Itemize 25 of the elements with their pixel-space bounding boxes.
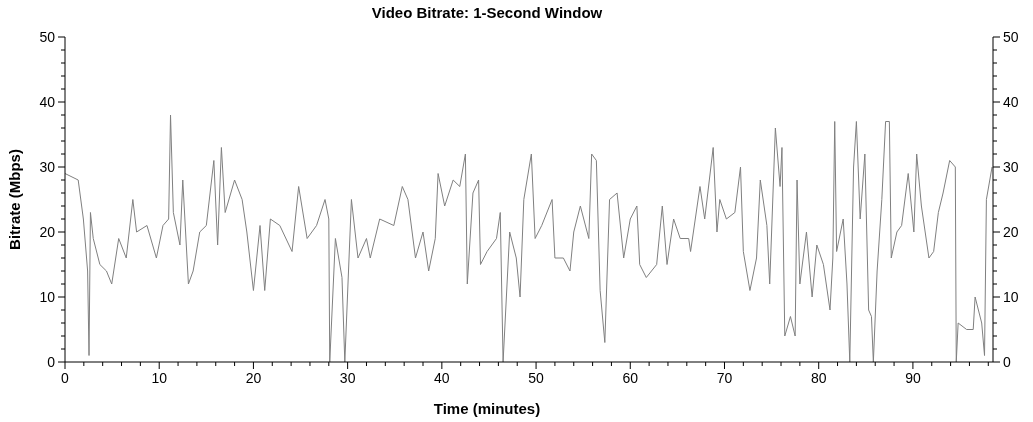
y2-tick-label: 10 xyxy=(1003,288,1019,305)
x-tick-label: 60 xyxy=(622,370,639,386)
x-tick-label: 80 xyxy=(810,370,827,386)
y2-tick-label: 40 xyxy=(1003,93,1019,110)
x-tick-label: 70 xyxy=(716,370,733,386)
x-tick-label: 10 xyxy=(151,370,168,386)
y-tick-label: 20 xyxy=(39,223,56,240)
chart-title: Video Bitrate: 1-Second Window xyxy=(371,4,603,21)
x-tick-label: 90 xyxy=(905,370,921,386)
y-tick-label: 30 xyxy=(39,158,56,175)
x-tick-label: 0 xyxy=(61,370,70,386)
x-tick-label: 40 xyxy=(434,370,450,386)
y2-tick-label: 20 xyxy=(1003,223,1019,240)
x-tick-label: 30 xyxy=(339,370,356,386)
y2-tick-label: 30 xyxy=(1003,158,1019,175)
x-tick-label: 20 xyxy=(245,370,262,386)
y2-tick-label: 0 xyxy=(1003,353,1011,370)
x-tick-label: 50 xyxy=(528,370,545,386)
y-tick-label: 0 xyxy=(47,353,56,370)
y-tick-label: 50 xyxy=(39,28,56,45)
y-axis-title: Bitrate (Mbps) xyxy=(6,149,23,250)
y2-tick-label: 50 xyxy=(1003,28,1019,45)
x-axis-title: Time (minutes) xyxy=(433,400,541,417)
y-tick-label: 10 xyxy=(39,288,56,305)
y-tick-label: 40 xyxy=(39,93,56,110)
